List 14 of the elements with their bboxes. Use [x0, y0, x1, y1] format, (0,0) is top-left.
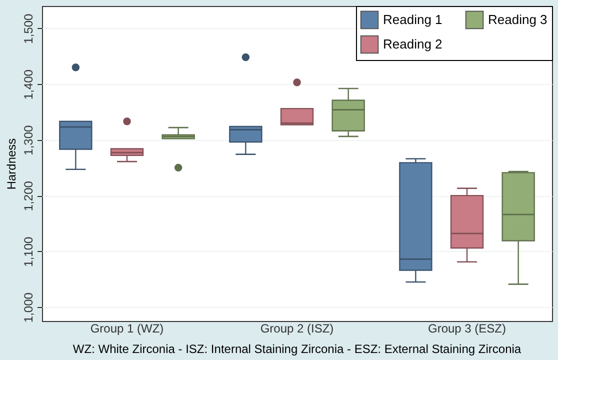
x-tick-label: Group 2 (ISZ)	[260, 322, 334, 336]
y-axis-title: Hardness	[4, 138, 18, 190]
y-tick-label: 1,200	[22, 180, 36, 212]
legend-label: Reading 3	[488, 12, 548, 27]
text: WZ: White Zirconia - ISZ: Internal Staining Zirconia - ESZ: External Staining Zirconia	[72, 342, 522, 356]
y-tick-label: 1,100	[22, 236, 36, 267]
x-tick-label: Group 3 (ESZ)	[428, 322, 506, 336]
y-tick-label: 1,400	[22, 69, 36, 100]
y-tick-label: 1,500	[22, 13, 36, 44]
x-tick-label: Group 1 (WZ)	[90, 322, 164, 336]
y-tick-label: 1,300	[22, 124, 36, 156]
y-tick-label: 1,000	[22, 292, 36, 323]
legend-label: Reading 2	[383, 36, 442, 52]
legend-label: Reading 1	[383, 12, 442, 27]
